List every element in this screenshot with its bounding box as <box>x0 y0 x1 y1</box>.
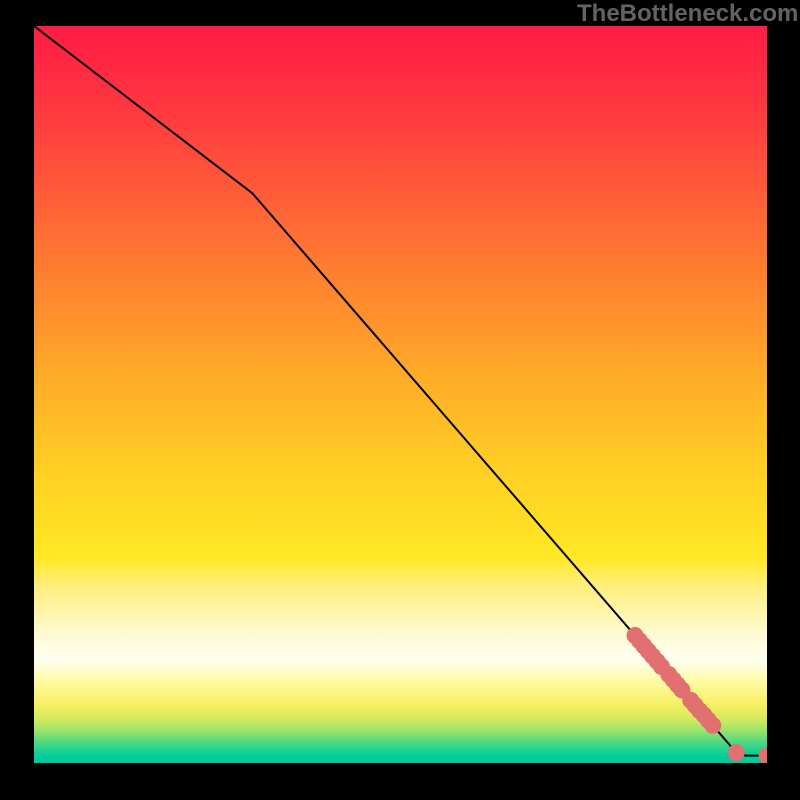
plot-area <box>34 26 767 763</box>
watermark-text: TheBottleneck.com <box>577 0 798 28</box>
gradient-background <box>34 26 767 763</box>
